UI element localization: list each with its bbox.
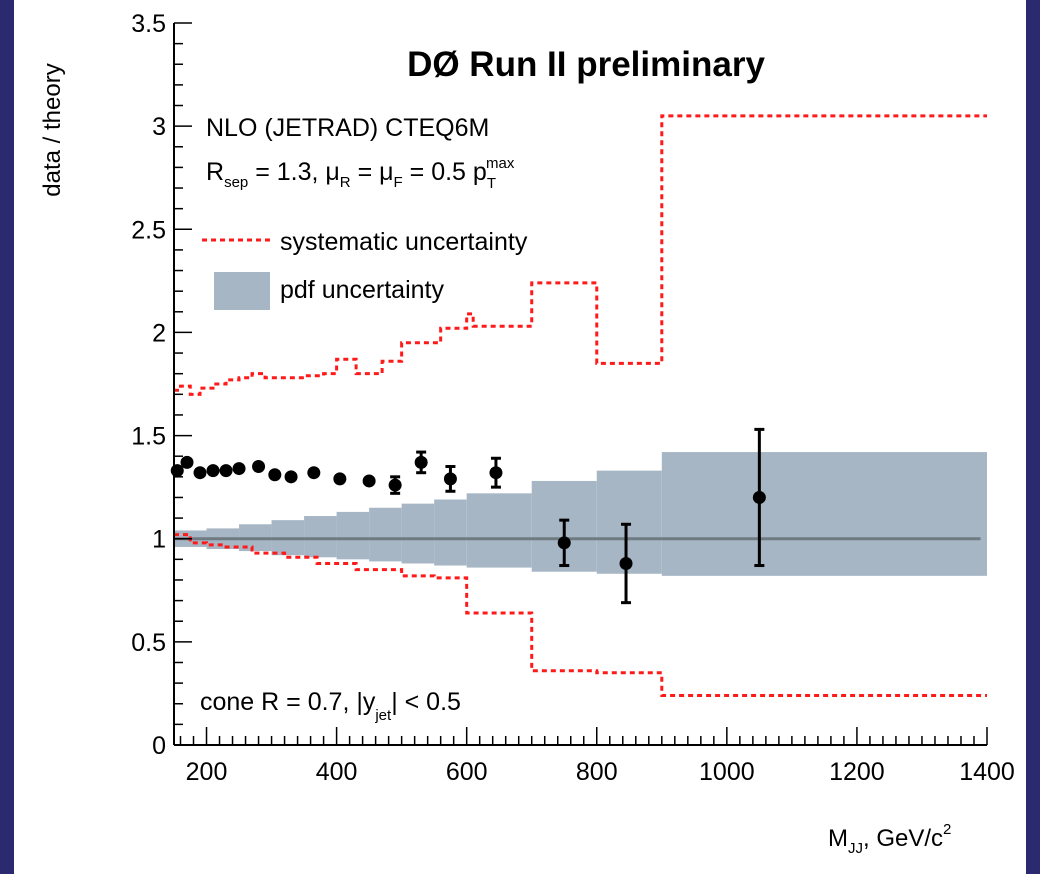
data-point bbox=[206, 464, 220, 478]
pdf-band-bin bbox=[336, 511, 370, 560]
data-point-group bbox=[489, 456, 503, 489]
data-point bbox=[307, 466, 321, 480]
x-tick-label: 1200 bbox=[829, 758, 885, 786]
data-point bbox=[362, 474, 376, 488]
data-point bbox=[252, 460, 266, 474]
data-point-group bbox=[206, 464, 220, 478]
x-tick-label: 600 bbox=[446, 758, 488, 786]
data-point-group bbox=[388, 475, 402, 495]
y-tick-label: 3 bbox=[152, 113, 166, 141]
annotation-cone: cone R = 0.7, |yjet| < 0.5 bbox=[200, 688, 461, 724]
data-point-group bbox=[219, 464, 233, 478]
x-tick-label: 200 bbox=[186, 758, 228, 786]
data-point bbox=[619, 556, 633, 570]
pdf-band-bin bbox=[596, 470, 662, 574]
pdf-band-bin bbox=[369, 507, 402, 562]
pdf-band-bin bbox=[434, 499, 467, 566]
x-tick-label: 1400 bbox=[959, 758, 1015, 786]
systematic-lower-line bbox=[174, 533, 987, 697]
chart-svg: 0 0.5 1 1.5 2 2.5 3 3.5 200 400 600 800 1000 1200 1400… bbox=[39, 10, 1015, 857]
systematic-upper-line bbox=[174, 114, 987, 396]
y-tick-label: 1 bbox=[152, 526, 166, 554]
data-point bbox=[443, 472, 457, 486]
data-point bbox=[284, 470, 298, 484]
annotation-parameters: Rsep = 1.3, μR = μF = 0.5 pTmax bbox=[206, 155, 515, 192]
data-point bbox=[388, 478, 402, 492]
legend: systematic uncertainty pdf uncertainty bbox=[202, 228, 528, 310]
data-point bbox=[752, 490, 766, 504]
pdf-band-bin bbox=[466, 493, 532, 568]
y-tick-label: 3.5 bbox=[131, 10, 166, 38]
data-point-group bbox=[252, 460, 266, 474]
data-point-group bbox=[333, 472, 347, 486]
data-point bbox=[232, 462, 246, 476]
data-point-group bbox=[193, 466, 207, 480]
data-point-group bbox=[362, 474, 376, 488]
data-point bbox=[414, 455, 428, 469]
data-point bbox=[268, 468, 282, 482]
y-tick-label: 1.5 bbox=[131, 423, 166, 451]
data-point-group bbox=[443, 465, 457, 493]
y-tick-label: 2 bbox=[152, 319, 166, 347]
annotation-model: NLO (JETRAD) CTEQ6M bbox=[206, 114, 489, 142]
axes-layer: 0 0.5 1 1.5 2 2.5 3 3.5 200 400 600 800 1000 1200 1400 bbox=[131, 10, 1015, 786]
data-point-group bbox=[232, 462, 246, 476]
data-point-group bbox=[307, 466, 321, 480]
data-point bbox=[557, 536, 571, 550]
y-axis-label: data / theory bbox=[39, 63, 66, 196]
y-tick-label: 2.5 bbox=[131, 216, 166, 244]
x-tick-label: 1000 bbox=[699, 758, 755, 786]
pdf-band-bin bbox=[304, 516, 337, 558]
x-axis-label: MJJ, GeV/c2 bbox=[828, 821, 951, 857]
data-point bbox=[489, 466, 503, 480]
data-point-group bbox=[752, 427, 766, 568]
legend-pdf-swatch bbox=[214, 272, 270, 310]
pdf-band-bin bbox=[401, 503, 435, 564]
data-point-group bbox=[619, 522, 633, 605]
data-point-group bbox=[284, 470, 298, 484]
data-point-group bbox=[268, 468, 282, 482]
data-point bbox=[180, 455, 194, 469]
data-point bbox=[333, 472, 347, 486]
chart-title: DØ Run II preliminary bbox=[407, 45, 765, 84]
systematic-uncertainty-layer bbox=[174, 114, 987, 697]
chart-panel: 0 0.5 1 1.5 2 2.5 3 3.5 200 400 600 800 1000 1200 1400… bbox=[14, 0, 1026, 874]
pdf-band-bin bbox=[661, 452, 987, 576]
y-tick-label: 0.5 bbox=[131, 629, 166, 657]
x-tick-label: 400 bbox=[316, 758, 358, 786]
x-tick-label: 800 bbox=[576, 758, 618, 786]
data-point bbox=[193, 466, 207, 480]
data-point-group bbox=[180, 455, 194, 469]
data-point-group bbox=[414, 450, 428, 475]
data-point bbox=[219, 464, 233, 478]
data-points-layer bbox=[170, 427, 766, 605]
legend-pdf-label: pdf uncertainty bbox=[280, 276, 444, 304]
legend-systematic-label: systematic uncertainty bbox=[280, 228, 528, 256]
data-point-group bbox=[557, 518, 571, 568]
y-tick-label: 0 bbox=[152, 732, 166, 760]
